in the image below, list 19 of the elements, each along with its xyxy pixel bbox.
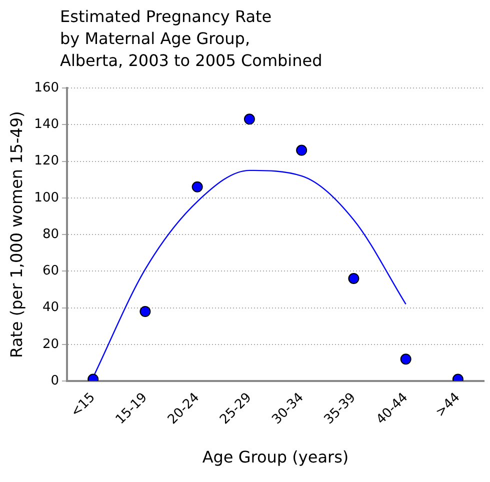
point xyxy=(244,114,255,125)
y-axis-title: Rate (per 1,000 women 15-49) xyxy=(6,111,26,358)
point xyxy=(140,306,151,317)
x-tick-label: <15 xyxy=(68,390,98,420)
point xyxy=(192,181,203,192)
y-tick-label: 60 xyxy=(42,264,60,279)
y-tick-label: 100 xyxy=(34,190,60,206)
chart-title: Estimated Pregnancy Rate by Maternal Age Group, Alberta, 2003 to 2005 Combined xyxy=(60,6,322,72)
y-tick-label: 160 xyxy=(34,80,60,96)
y-tick-label: 80 xyxy=(42,226,60,242)
y-tick-label: 140 xyxy=(34,117,60,132)
x-axis-title: Age Group (years) xyxy=(202,448,349,467)
y-tick-label: 0 xyxy=(50,373,60,388)
y-tick-label: 40 xyxy=(42,300,60,316)
point xyxy=(296,144,308,156)
point xyxy=(348,272,360,284)
y-tick-label: 120 xyxy=(34,154,60,169)
y-tick-label: 20 xyxy=(42,336,60,352)
point xyxy=(400,354,412,365)
